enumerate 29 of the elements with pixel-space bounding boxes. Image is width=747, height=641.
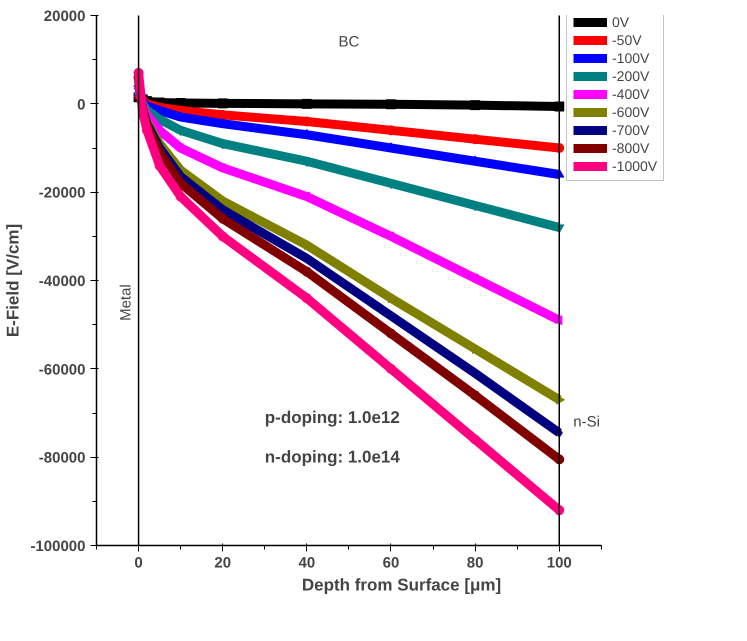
- x-tick-label: 80: [466, 554, 484, 572]
- x-tick-label: 60: [382, 554, 400, 572]
- legend-label: -200V: [612, 68, 650, 84]
- legend-label: -800V: [612, 140, 650, 156]
- legend-label: -1000V: [612, 158, 658, 174]
- y-tick-label: -80000: [38, 450, 86, 467]
- ref-line-label: n-Si: [573, 413, 600, 430]
- x-tick-label: 0: [134, 554, 143, 572]
- legend-label: -50V: [612, 32, 642, 48]
- x-tick-label: 20: [214, 554, 232, 572]
- y-tick-label: -20000: [38, 184, 86, 202]
- x-tick-label: 40: [298, 554, 316, 572]
- annotation: BC: [338, 34, 360, 50]
- x-axis-title: Depth from Surface [μm]: [302, 576, 502, 594]
- annotation: p-doping: 1.0e12: [264, 408, 400, 427]
- x-tick-label: 100: [546, 554, 572, 572]
- ref-line-label: Metal: [118, 284, 135, 321]
- y-tick-label: 0: [77, 96, 86, 114]
- legend-label: -100V: [612, 50, 650, 66]
- legend-label: -400V: [612, 86, 650, 102]
- y-axis-title: E-Field [V/cm]: [3, 224, 22, 338]
- y-tick-label: 20000: [44, 8, 86, 25]
- legend-label: 0V: [612, 14, 630, 30]
- y-tick-label: -100000: [30, 538, 86, 555]
- y-tick-label: -40000: [38, 273, 86, 290]
- legend-label: -600V: [612, 104, 650, 120]
- y-tick-label: -60000: [38, 361, 86, 378]
- legend-label: -700V: [612, 122, 650, 138]
- annotation: n-doping: 1.0e14: [264, 448, 400, 467]
